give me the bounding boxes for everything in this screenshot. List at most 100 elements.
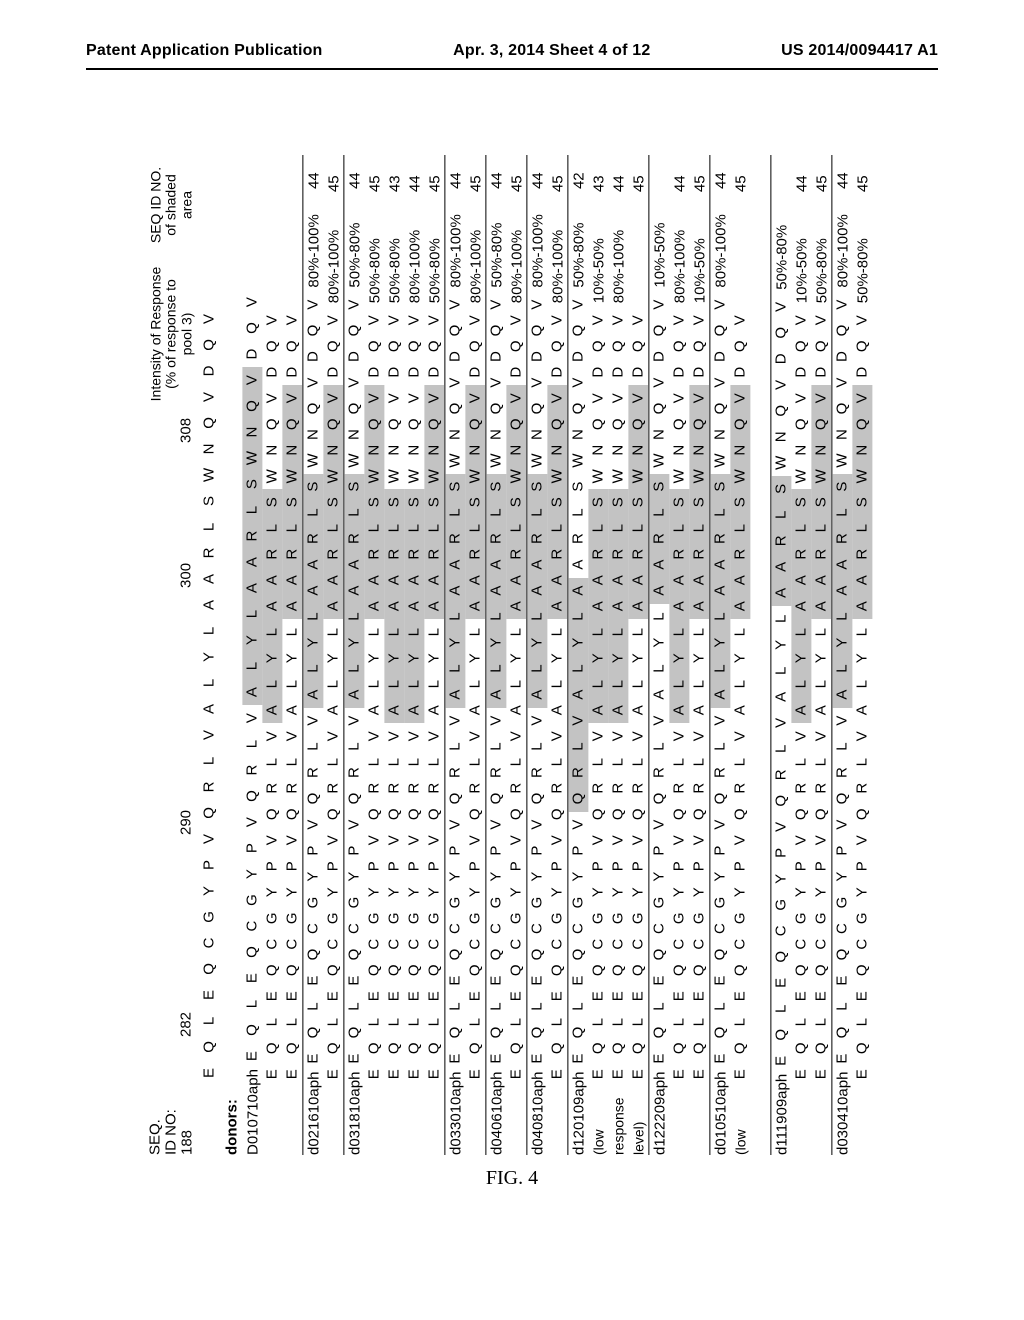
donor-residue: S xyxy=(263,489,283,515)
donor-residue: Q xyxy=(528,942,548,968)
donor-row: EQLEQCGYPVQRLVALYLAARLSWNQVDQV50%-80%43 xyxy=(385,155,405,1155)
donor-residue: L xyxy=(263,671,283,697)
donor-residue: V xyxy=(304,370,324,396)
donor-residue: R xyxy=(528,760,548,786)
donor-residue: Q xyxy=(792,411,812,437)
donor-residue: L xyxy=(589,619,609,645)
donor-residue: R xyxy=(629,775,649,801)
donor-row: D010710aphEQLEQCGYPVQRLVALYLAARLSWNQVDQV xyxy=(243,155,263,1155)
donor-residue: L xyxy=(304,734,324,760)
donor-residue: R xyxy=(466,775,486,801)
donor-residue: V xyxy=(589,827,609,853)
donor-residue: L xyxy=(853,671,873,697)
donor-residue: Y xyxy=(629,879,649,905)
donor-residue: L xyxy=(833,734,853,760)
donor-residue: V xyxy=(385,385,405,411)
shaded-seqid: 44 xyxy=(447,155,464,206)
donor-residue: E xyxy=(446,1046,466,1072)
donor-residue: L xyxy=(629,619,649,645)
donor-residue: A xyxy=(650,552,670,578)
donor-residue: V xyxy=(446,708,466,734)
donor-residue: A xyxy=(569,682,589,708)
donor-label: d122209aph xyxy=(651,1072,668,1155)
donor-residue: V xyxy=(405,307,425,333)
donor-residue: G xyxy=(812,905,832,931)
donor-residue: A xyxy=(792,567,812,593)
donor-residue: V xyxy=(507,385,527,411)
donor-residue: L xyxy=(731,515,751,541)
donor-residue: R xyxy=(263,541,283,567)
donor-seq-cells: EQLEQCGYPVQRLVALYLAARLSWNQVDQV xyxy=(446,292,466,1072)
donor-residue: A xyxy=(548,567,568,593)
donor-residue: C xyxy=(772,918,792,944)
donor-residue: Q xyxy=(589,333,609,359)
donor-residue: R xyxy=(466,541,486,567)
donor-residue: C xyxy=(507,931,527,957)
donor-residue: P xyxy=(507,853,527,879)
donor-residue: L xyxy=(507,1009,527,1035)
donor-residue: Y xyxy=(507,879,527,905)
donor-residue: E xyxy=(650,968,670,994)
donor-residue: G xyxy=(609,905,629,931)
donor-residue: A xyxy=(507,593,527,619)
donor-residue: Q xyxy=(833,786,853,812)
donor-residue: N xyxy=(304,422,324,448)
response-pct: 10%-50% xyxy=(651,206,668,291)
donor-residue: C xyxy=(385,931,405,957)
donor-residue: V xyxy=(792,307,812,333)
donor-residue: R xyxy=(304,760,324,786)
donor-residue: V xyxy=(507,723,527,749)
donor-residue: E xyxy=(507,983,527,1009)
donor-label: d033010aph xyxy=(447,1072,464,1155)
donor-residue: A xyxy=(569,578,589,604)
donor-residue: P xyxy=(425,853,445,879)
donor-residue: N xyxy=(324,437,344,463)
donor-residue: N xyxy=(405,437,425,463)
donor-groups: D010710aphEQLEQCGYPVQRLVALYLAARLSWNQVDQV… xyxy=(243,155,873,1155)
donor-residue: Q xyxy=(731,411,751,437)
donor-residue: A xyxy=(670,697,690,723)
donor-residue: Q xyxy=(650,318,670,344)
donor-residue: Y xyxy=(812,879,832,905)
donor-residue: Q xyxy=(283,957,303,983)
donor-residue: L xyxy=(731,1009,751,1035)
donor-residue: D xyxy=(853,359,873,385)
donor-residue: V xyxy=(731,307,751,333)
donor-residue: V xyxy=(466,307,486,333)
donor-residue: V xyxy=(609,723,629,749)
donor-row: EQLEQCGYPVQRLVALYLAARLSWNQVDQV80%-100%45 xyxy=(507,155,527,1155)
shaded-seqid: 44 xyxy=(529,155,546,206)
donor-residue: V xyxy=(487,292,507,318)
donor-residue: W xyxy=(263,463,283,489)
donor-residue: L xyxy=(731,671,751,697)
donor-residue: Y xyxy=(528,864,548,890)
donor-residue: L xyxy=(609,515,629,541)
page-header: Patent Application Publication Apr. 3, 2… xyxy=(0,42,1024,60)
donor-residue: Y xyxy=(345,630,365,656)
donor-residue: W xyxy=(304,448,324,474)
donor-residue: P xyxy=(466,853,486,879)
shaded-seqid: 45 xyxy=(366,155,383,212)
donor-seq-cells: EQLEQCGYPVQRLVALYLAARLSWNQVDQV xyxy=(690,307,710,1087)
donor-residue: Y xyxy=(365,645,385,671)
donor-residue: W xyxy=(548,463,568,489)
donor-residue: Q xyxy=(548,333,568,359)
donor-residue: Y xyxy=(466,879,486,905)
donor-residue: Q xyxy=(812,1035,832,1061)
donor-residue: L xyxy=(446,734,466,760)
ref-residue: L xyxy=(201,670,218,696)
donor-residue: S xyxy=(629,489,649,515)
donor-residue: Q xyxy=(772,398,792,424)
donor-residue: A xyxy=(650,682,670,708)
donor-residue: L xyxy=(812,1009,832,1035)
donor-residue: R xyxy=(304,526,324,552)
donor-residue: V xyxy=(324,307,344,333)
donor-residue: Q xyxy=(609,801,629,827)
donor-row: EQLEQCGYPVQRLVALYLAARLSWNQVDQV80%-100%45 xyxy=(466,155,486,1155)
donor-residue: G xyxy=(385,905,405,931)
donor-residue: L xyxy=(609,671,629,697)
donor-residue: L xyxy=(833,994,853,1020)
donor-residue: L xyxy=(507,515,527,541)
donor-residue: Q xyxy=(772,788,792,814)
donor-residue: L xyxy=(263,515,283,541)
